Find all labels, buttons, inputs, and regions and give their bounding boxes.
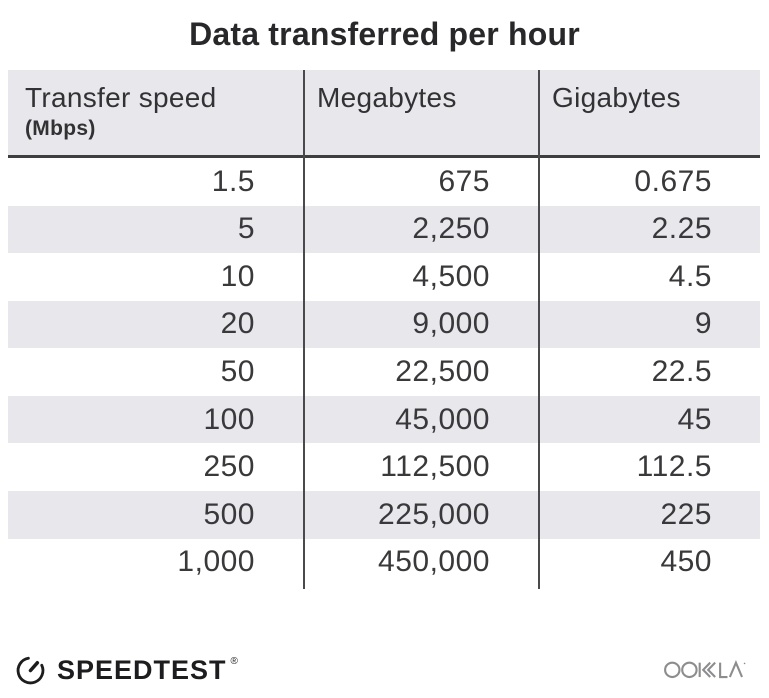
table-cell: 10 <box>220 259 255 293</box>
table-header-row: Transfer speed (Mbps) Megabytes Gigabyte… <box>8 70 760 158</box>
table-cell: 450 <box>660 545 712 579</box>
table-cell: 45 <box>677 402 712 436</box>
table-cell: 4,500 <box>412 259 490 293</box>
col-header-megabytes: Megabytes <box>303 70 538 155</box>
col-header-gigabytes: Gigabytes <box>538 70 760 155</box>
table-row: 50 22,500 22.5 <box>8 348 760 396</box>
table-cell: 500 <box>203 497 255 531</box>
table-cell: 250 <box>203 450 255 484</box>
registered-trademark-icon: ® <box>230 656 238 667</box>
table-cell: 2.25 <box>651 212 712 246</box>
table-row: 10 4,500 4.5 <box>8 253 760 301</box>
table-cell: 45,000 <box>395 402 490 436</box>
col-header-title: Transfer speed <box>25 82 217 113</box>
col-header-subtitle: (Mbps) <box>25 117 96 140</box>
table-cell: 9 <box>694 307 712 341</box>
table-cell: 1,000 <box>177 545 255 579</box>
column-divider-1 <box>303 70 305 589</box>
table-cell: 22.5 <box>651 355 712 389</box>
table-cell: 112,500 <box>380 450 490 484</box>
table-cell: 4.5 <box>668 259 712 293</box>
table-cell: 450,000 <box>378 545 490 579</box>
table-body: 1.5 675 0.675 5 2,250 2.25 10 4,500 4.5 20 9,000 9 5… <box>8 158 760 587</box>
col-header-title: Gigabytes <box>552 82 681 113</box>
table-cell: 22,500 <box>395 355 490 389</box>
table-row: 100 45,000 45 <box>8 395 760 444</box>
column-divider-2 <box>538 70 540 589</box>
ookla-logo <box>664 652 756 689</box>
col-header-title: Megabytes <box>317 82 457 113</box>
table-row: 5 2,250 2.25 <box>8 205 760 254</box>
table-row: 250 112,500 112.5 <box>8 443 760 491</box>
speedtest-logo: SPEEDTEST ® <box>14 654 238 687</box>
speedtest-gauge-icon <box>16 656 45 685</box>
table-cell: 20 <box>220 307 255 341</box>
table-cell: 2,250 <box>412 212 490 246</box>
speedtest-wordmark: SPEEDTEST <box>57 655 227 685</box>
table-cell: 100 <box>203 402 255 436</box>
data-table: Transfer speed (Mbps) Megabytes Gigabyte… <box>8 70 760 589</box>
table-cell: 225,000 <box>378 497 490 531</box>
ookla-wordmark-icon <box>664 659 746 679</box>
table-cell: 50 <box>220 355 255 389</box>
table-cell: 675 <box>438 164 490 198</box>
table-cell: 225 <box>660 497 712 531</box>
table-cell: 0.675 <box>634 164 712 198</box>
table-row: 1,000 450,000 450 <box>8 538 760 587</box>
col-header-transfer-speed: Transfer speed (Mbps) <box>8 70 303 155</box>
table-cell: 1.5 <box>211 164 255 198</box>
table-cell: 5 <box>237 212 255 246</box>
table-cell: 112.5 <box>636 450 712 484</box>
table-row: 20 9,000 9 <box>8 300 760 349</box>
page-title: Data transferred per hour <box>189 16 580 52</box>
table-row: 500 225,000 225 <box>8 490 760 539</box>
table-cell: 9,000 <box>412 307 490 341</box>
table-row: 1.5 675 0.675 <box>8 158 760 206</box>
